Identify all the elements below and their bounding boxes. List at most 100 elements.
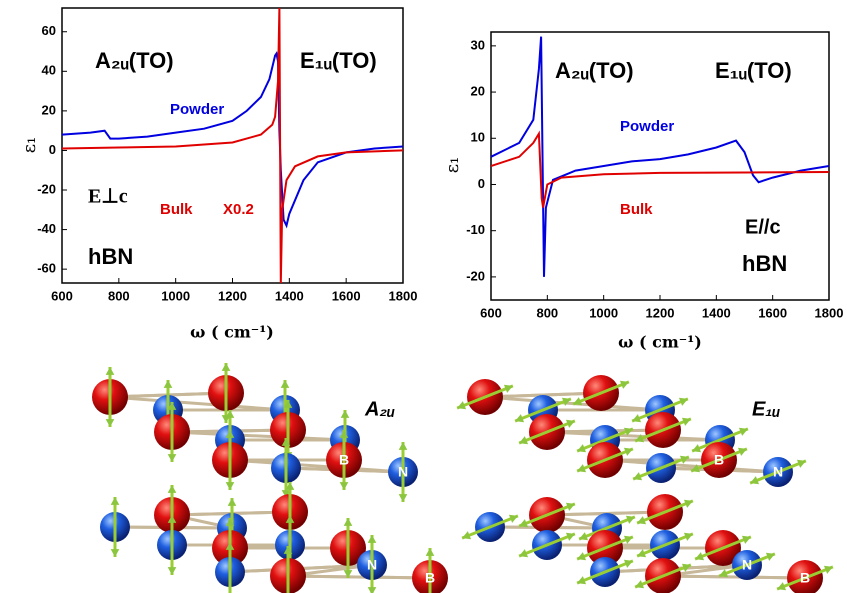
displacement-arrow (576, 535, 634, 561)
arrow-head (227, 498, 237, 506)
annotation: E₁ᵤ(TO) (300, 48, 377, 73)
arrow-head (225, 482, 235, 490)
arrow-head (683, 499, 693, 508)
displacement-arrow (749, 459, 807, 485)
arrow-head (105, 367, 115, 375)
bond (287, 574, 431, 580)
arrow-head (777, 582, 787, 591)
arrow-head (343, 570, 353, 578)
displacement-arrow (576, 427, 634, 453)
y-tick-label: -60 (37, 261, 56, 276)
y-tick-label: -40 (37, 221, 56, 236)
arrow-head (637, 549, 647, 558)
y-axis-label: ε₁ (19, 137, 40, 154)
displacement-arrow (461, 514, 519, 540)
y-tick-label: 20 (471, 84, 485, 99)
x-axis-label: ω ( cm⁻¹) (190, 323, 274, 342)
atom-label: B (339, 452, 349, 468)
displacement-arrow (776, 565, 834, 591)
arrow-head (635, 434, 645, 443)
data-line (62, 50, 403, 229)
arrow-head (683, 532, 693, 541)
arrow-head (579, 532, 589, 541)
displacement-arrow (514, 397, 572, 423)
mode-label: A₂ᵤ (364, 398, 395, 420)
arrow-head (750, 476, 760, 485)
x-tick-label: 1400 (702, 305, 731, 320)
arrow-head (110, 549, 120, 557)
arrow-head (737, 447, 747, 456)
data-line (491, 130, 829, 208)
arrow-head (623, 559, 633, 568)
x-axis-label: ω ( cm⁻¹) (618, 333, 702, 352)
arrow-head (340, 410, 350, 418)
arrow-head (633, 472, 643, 481)
arrow-head (225, 542, 235, 550)
displacement-arrow (572, 380, 630, 406)
displacement-arrow (578, 515, 636, 541)
x-tick-label: 600 (480, 305, 502, 320)
y-tick-label: 0 (49, 142, 56, 157)
displacement-arrow (518, 532, 576, 558)
y-axis-label: ε₁ (442, 157, 463, 174)
arrow-head (343, 518, 353, 526)
displacement-arrow (634, 563, 692, 589)
arrow-head (623, 447, 633, 456)
arrow-head (691, 464, 701, 473)
arrow-head (508, 514, 518, 523)
y-tick-label: -20 (466, 268, 485, 283)
arrow-head (398, 442, 408, 450)
arrow-head (692, 444, 702, 453)
arrow-head (519, 519, 529, 528)
atom-label: N (742, 557, 752, 573)
arrow-head (561, 397, 571, 406)
arrow-head (573, 397, 583, 406)
data-line (491, 36, 829, 277)
displacement-arrow (632, 455, 690, 481)
y-tick-label: 60 (42, 23, 56, 38)
x-tick-label: 1000 (161, 288, 190, 303)
data-line (62, 8, 403, 283)
x-tick-label: 1200 (218, 288, 247, 303)
arrow-head (283, 546, 293, 554)
arrow-head (503, 384, 513, 393)
y-tick-label: -20 (37, 181, 56, 196)
y-tick-label: 10 (471, 130, 485, 145)
arrow-head (632, 414, 642, 423)
arrow-head (339, 430, 349, 438)
arrow-head (167, 485, 177, 493)
arrow-head (741, 535, 751, 544)
displacement-arrow (631, 397, 689, 423)
annotation: hBN (88, 244, 133, 269)
atom-label: B (714, 452, 724, 468)
arrow-head (577, 444, 587, 453)
arrow-head (738, 427, 748, 436)
x-tick-label: 1200 (646, 305, 675, 320)
arrow-head (367, 587, 377, 593)
arrow-head (695, 552, 705, 561)
annotation: Powder (620, 118, 674, 135)
annotation: hBN (742, 251, 787, 276)
bond (662, 574, 806, 580)
atom-label: N (367, 557, 377, 573)
arrow-head (635, 580, 645, 589)
x-tick-label: 1000 (589, 305, 618, 320)
y-tick-label: 40 (42, 63, 56, 78)
arrow-head (462, 531, 472, 540)
arrow-head (565, 532, 575, 541)
displacement-arrow (518, 502, 576, 528)
arrow-head (105, 419, 115, 427)
arrow-head (623, 535, 633, 544)
y-tick-label: 0 (478, 176, 485, 191)
displacement-arrow (690, 447, 748, 473)
displacement-arrow (694, 535, 752, 561)
displacement-arrow (576, 559, 634, 585)
arrow-head (110, 497, 120, 505)
arrow-head (339, 482, 349, 490)
arrow-head (679, 455, 689, 464)
displacement-arrow (691, 427, 749, 453)
arrow-head (519, 436, 529, 445)
annotation: Bulk (160, 201, 193, 218)
crystal-illustration: N B N B E₁ᵤ (456, 375, 834, 593)
arrow-head (619, 380, 629, 389)
